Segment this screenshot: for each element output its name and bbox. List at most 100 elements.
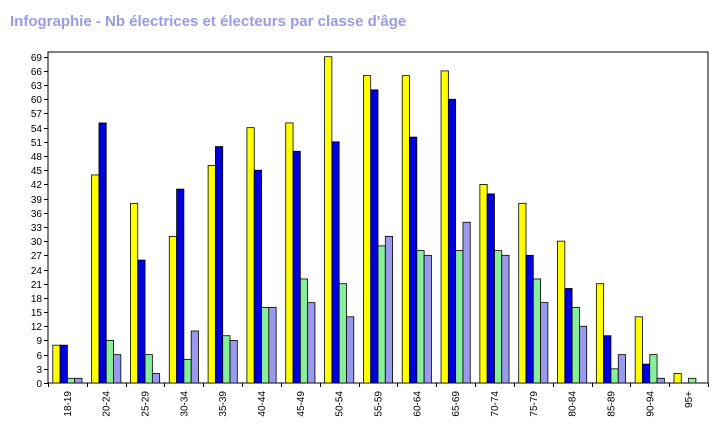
x-tick-label-18-19: 18-19 <box>63 391 74 417</box>
y-tick-label: 51 <box>31 138 43 149</box>
x-tick-label-60-64: 60-64 <box>412 391 423 417</box>
bar-55-59-s4 <box>384 236 393 384</box>
bar-90-94-s4 <box>656 377 665 384</box>
x-tick-label-45-49: 45-49 <box>296 391 307 417</box>
bar-18-19-s3 <box>67 377 76 384</box>
bar-35-39-s4 <box>229 340 238 384</box>
bar-18-19-s4 <box>74 377 83 384</box>
bar-20-24-s1 <box>91 174 100 384</box>
x-tick-label-95+: 95+ <box>684 391 695 408</box>
bar-85-89-s2 <box>603 335 612 384</box>
bar-30-34-s1 <box>168 236 177 384</box>
bar-40-44-s4 <box>268 306 277 384</box>
bar-18-19-s2 <box>59 344 68 384</box>
bar-20-24-s4 <box>113 354 122 384</box>
bar-35-39-s3 <box>222 335 231 384</box>
y-tick-label: 45 <box>31 166 43 177</box>
bar-50-54-s3 <box>338 283 347 384</box>
bar-55-59-s3 <box>377 245 386 384</box>
x-tick-label-70-74: 70-74 <box>490 391 501 417</box>
bar-60-64-s4 <box>423 254 432 384</box>
y-tick-label: 60 <box>31 95 43 106</box>
y-tick-label: 27 <box>31 251 43 262</box>
x-tick-label-30-34: 30-34 <box>179 391 190 417</box>
bar-30-34-s3 <box>183 358 192 384</box>
y-tick-label: 30 <box>31 237 43 248</box>
bar-90-94-s2 <box>642 363 651 384</box>
bar-65-69-s2 <box>447 98 457 384</box>
bar-80-84-s1 <box>557 240 566 384</box>
x-tick-label-55-59: 55-59 <box>374 391 385 417</box>
bar-95+-s3 <box>688 377 697 384</box>
bar-25-29-s4 <box>151 373 161 384</box>
bar-65-69-s4 <box>462 221 471 384</box>
bar-65-69-s3 <box>455 250 464 384</box>
bar-75-79-s3 <box>532 278 541 384</box>
bar-85-89-s4 <box>617 354 626 384</box>
bar-50-54-s1 <box>324 56 333 384</box>
x-tick-label-25-29: 25-29 <box>141 391 152 417</box>
y-tick-label: 24 <box>31 266 43 277</box>
bar-25-29-s3 <box>144 354 153 384</box>
x-tick-label-90-94: 90-94 <box>645 391 656 417</box>
bar-20-24-s2 <box>98 122 107 384</box>
bar-60-64-s2 <box>409 136 418 384</box>
bar-75-79-s4 <box>540 302 549 384</box>
y-tick-label: 0 <box>36 379 42 390</box>
bar-75-79-s1 <box>518 202 527 384</box>
y-tick-label: 9 <box>36 336 42 347</box>
bar-70-74-s3 <box>494 250 503 384</box>
bar-90-94-s3 <box>649 354 658 384</box>
chart-title: Infographie - Nb électrices et électeurs… <box>10 13 407 30</box>
bar-45-49-s1 <box>285 122 294 384</box>
bar-55-59-s1 <box>362 75 372 384</box>
bar-45-49-s2 <box>292 150 301 384</box>
bar-25-29-s1 <box>130 202 139 384</box>
y-tick-label: 6 <box>36 351 42 362</box>
bar-90-94-s1 <box>634 316 643 384</box>
bar-95+-s1 <box>673 373 682 384</box>
bar-60-64-s1 <box>401 75 410 384</box>
bar-70-74-s1 <box>479 183 488 384</box>
bar-80-84-s4 <box>579 325 588 384</box>
bar-30-34-s4 <box>190 330 199 384</box>
bar-25-29-s2 <box>137 259 146 384</box>
y-tick-label: 18 <box>31 294 43 305</box>
bar-45-49-s3 <box>299 278 309 384</box>
y-tick-label: 69 <box>31 53 43 64</box>
x-tick-label-40-44: 40-44 <box>257 391 268 417</box>
x-tick-label-20-24: 20-24 <box>102 391 113 417</box>
bar-35-39-s1 <box>207 165 216 384</box>
y-tick-label: 42 <box>31 180 43 191</box>
x-tick-label-65-69: 65-69 <box>451 391 462 417</box>
bar-85-89-s1 <box>595 283 605 384</box>
y-axis: 0369121518212427303336394245485154576063… <box>31 51 709 390</box>
x-tick-label-75-79: 75-79 <box>529 391 540 417</box>
x-axis: 18-19 20-24 25-29 30-34 35-39 40-44 45-49 50-54… <box>48 383 709 417</box>
y-tick-label: 3 <box>36 365 42 376</box>
bar-30-34-s2 <box>176 188 185 384</box>
bar-40-44-s2 <box>253 169 262 384</box>
y-tick-label: 15 <box>31 308 43 319</box>
bar-80-84-s2 <box>564 288 573 384</box>
bar-60-64-s3 <box>416 250 425 384</box>
y-tick-label: 54 <box>31 124 43 135</box>
bars <box>52 56 697 384</box>
y-tick-label: 66 <box>31 67 43 78</box>
y-tick-label: 57 <box>31 109 43 120</box>
bar-55-59-s2 <box>370 89 379 384</box>
bar-80-84-s3 <box>571 306 580 384</box>
bar-35-39-s2 <box>215 146 224 384</box>
y-tick-label: 39 <box>31 195 43 206</box>
bar-18-19-s1 <box>52 344 61 384</box>
y-tick-label: 33 <box>31 223 43 234</box>
x-tick-label-85-89: 85-89 <box>606 391 617 417</box>
x-tick-label-80-84: 80-84 <box>568 391 579 417</box>
bar-85-89-s3 <box>610 368 619 384</box>
bar-20-24-s3 <box>105 340 114 384</box>
bar-65-69-s1 <box>440 70 449 384</box>
bar-45-49-s4 <box>307 302 316 384</box>
bar-40-44-s1 <box>246 127 255 384</box>
y-tick-label: 48 <box>31 152 43 163</box>
